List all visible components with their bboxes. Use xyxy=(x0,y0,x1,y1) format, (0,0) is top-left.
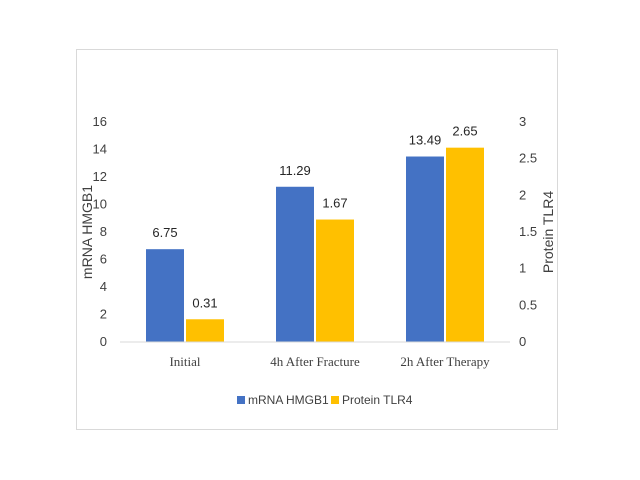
category-label: 4h After Fracture xyxy=(270,354,360,369)
y-tick-label: 16 xyxy=(93,114,107,129)
bar-protein-tlr4 xyxy=(446,147,484,342)
y-tick-label: 8 xyxy=(100,224,107,239)
y2-axis-title: Protein TLR4 xyxy=(540,191,556,273)
data-label-protein-tlr4: 2.65 xyxy=(452,124,477,139)
y-tick-label: 10 xyxy=(93,197,107,212)
y2-tick-label: 2 xyxy=(519,187,526,202)
category-label: 2h After Therapy xyxy=(400,354,490,369)
data-label-mrna-hmgb1: 11.29 xyxy=(279,163,311,178)
bar-mrna-hmgb1 xyxy=(406,156,444,342)
y-tick-label: 4 xyxy=(100,279,107,294)
left-axis-ticks: 0 2 4 6 8 10 12 14 16 xyxy=(93,114,107,349)
right-axis-ticks: 0 0.5 1 1.5 2 2.5 3 xyxy=(519,114,537,349)
category-label: Initial xyxy=(169,354,200,369)
data-label-protein-tlr4: 0.31 xyxy=(192,295,217,310)
bar-protein-tlr4 xyxy=(186,319,224,342)
y2-tick-label: 2.5 xyxy=(519,151,537,166)
y2-tick-label: 1 xyxy=(519,261,526,276)
legend-swatch-mrna-hmgb1 xyxy=(237,396,245,404)
y2-tick-label: 3 xyxy=(519,114,526,129)
category-labels-group: Initial 4h After Fracture 2h After Therapy xyxy=(169,354,490,369)
legend-swatch-protein-tlr4 xyxy=(331,396,339,404)
y2-tick-label: 1.5 xyxy=(519,224,537,239)
legend-label-mrna-hmgb1: mRNA HMGB1 xyxy=(248,393,329,407)
data-labels-group: 6.75 0.31 11.29 1.67 13.49 2.65 xyxy=(152,124,477,311)
data-label-mrna-hmgb1: 13.49 xyxy=(409,133,442,148)
y-tick-label: 0 xyxy=(100,334,107,349)
bar-protein-tlr4 xyxy=(316,219,354,342)
legend: mRNA HMGB1 Protein TLR4 xyxy=(237,393,413,407)
bar-mrna-hmgb1 xyxy=(146,249,184,342)
bars-group xyxy=(146,147,484,342)
data-label-mrna-hmgb1: 6.75 xyxy=(152,225,177,240)
y2-tick-label: 0.5 xyxy=(519,297,537,312)
y-tick-label: 6 xyxy=(100,252,107,267)
y2-tick-label: 0 xyxy=(519,334,526,349)
y-tick-label: 12 xyxy=(93,169,107,184)
y-tick-label: 14 xyxy=(93,142,107,157)
y-axis-title: mRNA HMGB1 xyxy=(79,185,95,279)
bar-mrna-hmgb1 xyxy=(276,186,314,342)
legend-label-protein-tlr4: Protein TLR4 xyxy=(342,393,413,407)
y-tick-label: 2 xyxy=(100,307,107,322)
data-label-protein-tlr4: 1.67 xyxy=(322,196,347,211)
